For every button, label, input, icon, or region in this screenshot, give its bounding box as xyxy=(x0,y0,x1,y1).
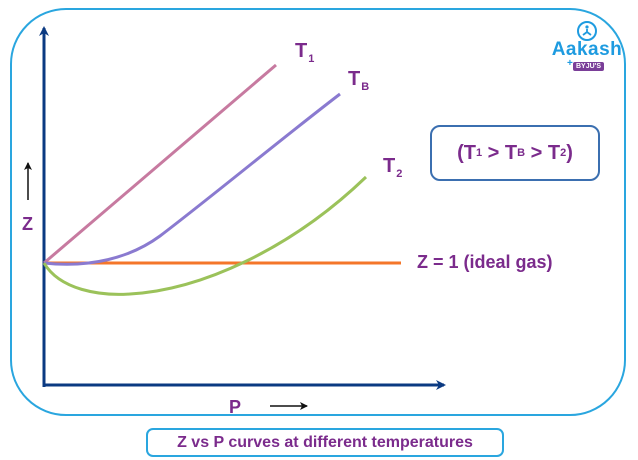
label-t1-sub: 1 xyxy=(308,53,315,65)
curve-t1 xyxy=(43,63,277,265)
x-axis-label: P xyxy=(229,397,242,417)
ideal-gas-label: Z = 1 (ideal gas) xyxy=(417,252,553,272)
label-tb-main: T xyxy=(348,68,361,90)
y-axis-label: Z xyxy=(22,214,33,234)
label-t2-main: T xyxy=(383,155,396,177)
label-tb-sub: B xyxy=(361,81,370,93)
aakash-emblem-icon xyxy=(577,21,597,41)
label-t1-main: T xyxy=(295,40,308,62)
curve-tb xyxy=(43,92,341,266)
label-t2-sub: 2 xyxy=(396,168,403,180)
logo-brand-text: Aakash xyxy=(551,39,623,60)
rel-sub-b: B xyxy=(517,147,526,159)
label-t2: T2 xyxy=(383,155,402,180)
rel-gt-1: > T xyxy=(482,141,518,164)
rel-sub-1: 1 xyxy=(475,147,483,159)
label-t1: T1 xyxy=(295,40,314,65)
rel-open: (T xyxy=(457,141,476,164)
rel-sub-2: 2 xyxy=(560,147,567,159)
outer-frame xyxy=(10,8,626,416)
label-tb: TB xyxy=(348,68,369,93)
logo-partner-badge: BYJU'S xyxy=(573,62,605,71)
rel-gt-2: > T xyxy=(525,141,561,164)
curve-t2 xyxy=(42,175,368,296)
rel-close: ) xyxy=(566,141,573,164)
logo-plus: + xyxy=(567,58,573,69)
aakash-logo: Aakash + BYJU'S xyxy=(547,20,627,82)
chart-caption: Z vs P curves at different temperatures xyxy=(146,428,504,457)
